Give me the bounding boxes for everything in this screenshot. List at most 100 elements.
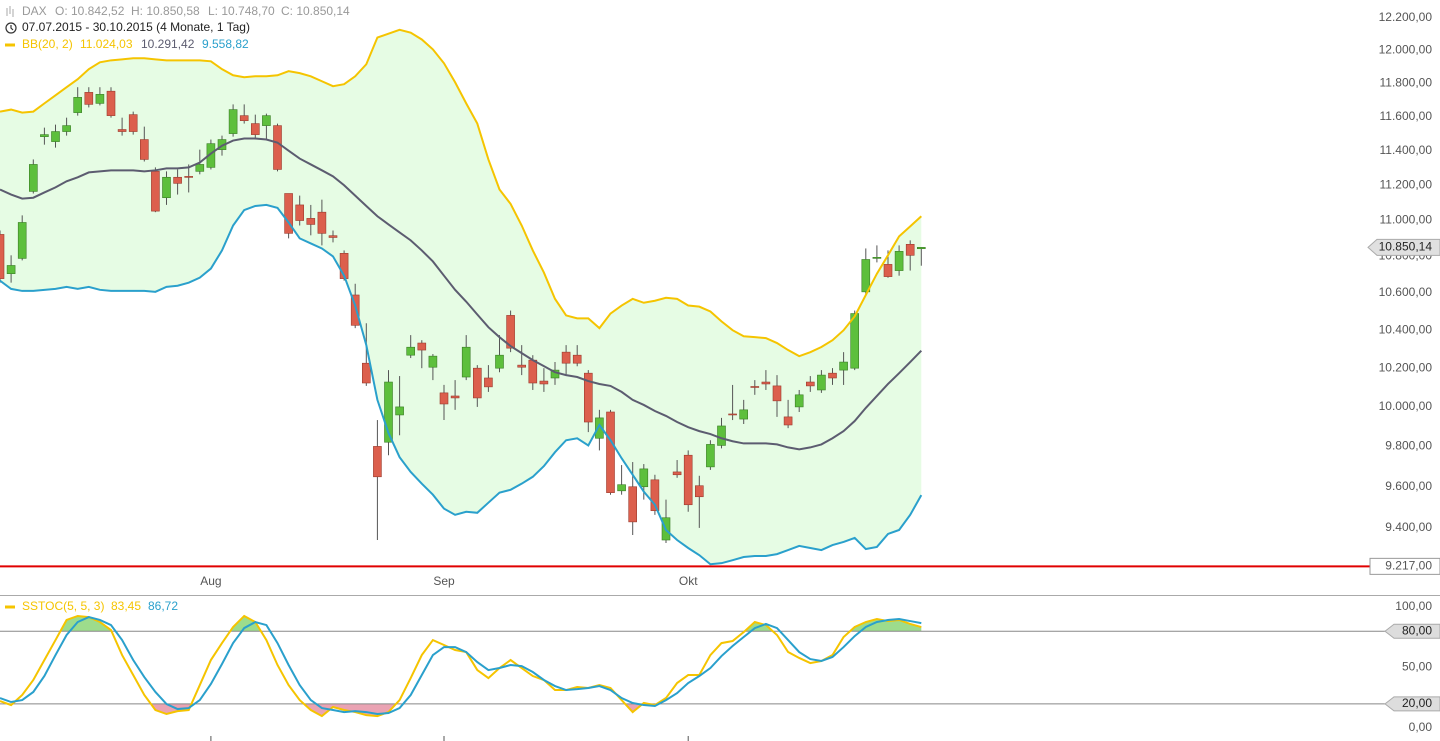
stoch-d-value: 86,72	[148, 599, 178, 613]
y-tick-label: 12.000,00	[1379, 43, 1433, 57]
candle-body	[428, 355, 438, 368]
candle-body	[650, 479, 660, 512]
price-marker-label: 10.850,14	[1379, 240, 1433, 254]
level-label: 20,00	[1402, 696, 1432, 710]
candle-body	[417, 342, 427, 351]
y-tick-label: 10.400,00	[1379, 322, 1433, 336]
bb-line	[0, 203, 923, 566]
candle-body	[117, 129, 127, 132]
stoch-k-value: 83,45	[111, 599, 141, 613]
candle-body	[17, 222, 27, 259]
x-tick-label: Aug	[200, 574, 221, 588]
candle-body	[317, 211, 327, 234]
candle-body	[717, 425, 726, 446]
bb-mid-value: 10.291,42	[141, 37, 195, 51]
x-tick-label: Sep	[433, 574, 455, 588]
candle-body	[528, 359, 538, 384]
bb-line	[0, 28, 922, 358]
y-tick-label: 11.200,00	[1380, 177, 1433, 191]
candle-body	[384, 381, 393, 443]
candle-body	[728, 413, 737, 416]
x-tick-label: Okt	[679, 574, 698, 588]
candle-body	[783, 416, 793, 426]
candle-body	[828, 372, 837, 379]
candle-body	[151, 171, 160, 212]
candle-body	[872, 257, 882, 259]
candle-body	[572, 354, 582, 364]
y-tick-label: 11.400,00	[1380, 143, 1433, 157]
bb-lower-value: 9.558,82	[202, 37, 249, 51]
candle-body	[894, 251, 904, 271]
candle-body	[595, 417, 604, 439]
bb-name: BB(20, 2)	[22, 37, 73, 51]
candle-body	[306, 218, 316, 225]
candle-body	[95, 94, 105, 104]
candle-body	[772, 385, 782, 402]
candle-body	[262, 115, 271, 126]
y-tick-label: 9.600,00	[1385, 479, 1432, 493]
candle-body	[84, 92, 94, 105]
candle-body	[817, 374, 826, 391]
y-tick-label: 12.200,00	[1379, 10, 1433, 24]
candle-body	[883, 264, 893, 277]
candle-body	[861, 259, 871, 293]
dax-icon	[6, 6, 14, 17]
candle-body	[295, 204, 305, 221]
candle-body	[162, 176, 171, 199]
candle-body	[561, 351, 571, 364]
y-tick-label: 50,00	[1402, 660, 1432, 674]
candle-body	[184, 176, 193, 178]
candle-body	[839, 361, 848, 371]
level-marker	[1384, 623, 1440, 639]
clock-icon	[5, 22, 17, 34]
candle-body	[539, 380, 549, 385]
candle-body	[495, 354, 504, 369]
candle-body	[228, 109, 238, 134]
candle-body	[761, 381, 771, 385]
stoch-swatch	[5, 605, 15, 609]
price-marker	[1367, 238, 1440, 256]
candle-body	[251, 123, 260, 135]
overbought-fill	[0, 615, 922, 632]
candle-body	[73, 97, 82, 113]
candle-body	[6, 265, 16, 274]
candle-body	[28, 164, 38, 192]
instrument: DAX	[22, 4, 47, 18]
candle-body	[406, 346, 416, 356]
candle-body	[40, 134, 49, 137]
candle-body	[750, 386, 760, 388]
candle-body	[350, 294, 360, 326]
ohlc-low: L: 10.748,70	[208, 4, 275, 18]
candle-body	[373, 446, 382, 478]
support-label-box	[1369, 557, 1440, 575]
candle-body	[850, 313, 860, 369]
candle-body	[395, 406, 404, 416]
candle-body	[484, 377, 493, 388]
candle-body	[706, 444, 715, 468]
candle-body	[450, 395, 460, 399]
candle-body	[439, 392, 449, 405]
candle-body	[140, 139, 149, 160]
candle-body	[195, 164, 205, 172]
candle-body	[106, 90, 116, 116]
y-tick-label: 11.000,00	[1380, 213, 1433, 227]
candle-body	[51, 131, 60, 142]
candle-body	[273, 125, 282, 170]
candle-body	[339, 253, 349, 279]
candle-body	[606, 411, 615, 493]
bb-line	[0, 137, 923, 451]
candle-body	[472, 367, 482, 399]
candle-body	[506, 315, 515, 349]
candle-body	[461, 346, 471, 378]
candle-body	[683, 454, 693, 506]
candle-body	[62, 125, 71, 132]
y-tick-label: 0,00	[1409, 720, 1433, 734]
y-tick-label: 10.200,00	[1379, 360, 1433, 374]
y-tick-label: 9.400,00	[1385, 520, 1432, 534]
candle-body	[328, 235, 338, 238]
candle-body	[0, 234, 5, 279]
y-tick-label: 10.000,00	[1379, 399, 1433, 413]
y-tick-label: 10.600,00	[1379, 285, 1433, 299]
